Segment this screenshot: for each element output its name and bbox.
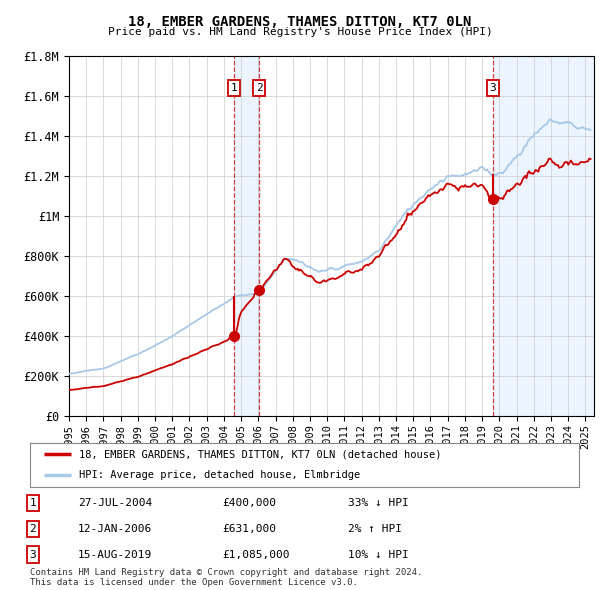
Text: 27-JUL-2004: 27-JUL-2004 [78,498,152,507]
Text: 1: 1 [230,83,237,93]
Text: 18, EMBER GARDENS, THAMES DITTON, KT7 0LN: 18, EMBER GARDENS, THAMES DITTON, KT7 0L… [128,15,472,29]
Text: £631,000: £631,000 [222,524,276,533]
Text: 2% ↑ HPI: 2% ↑ HPI [348,524,402,533]
Text: 18, EMBER GARDENS, THAMES DITTON, KT7 0LN (detached house): 18, EMBER GARDENS, THAMES DITTON, KT7 0L… [79,450,442,460]
Text: 2: 2 [256,83,262,93]
Text: 10% ↓ HPI: 10% ↓ HPI [348,550,409,559]
Text: 12-JAN-2006: 12-JAN-2006 [78,524,152,533]
Text: Contains HM Land Registry data © Crown copyright and database right 2024.: Contains HM Land Registry data © Crown c… [30,568,422,577]
Bar [234,56,259,416]
Bar [493,56,594,416]
Text: 33% ↓ HPI: 33% ↓ HPI [348,498,409,507]
Text: 2: 2 [29,524,37,533]
Text: 3: 3 [490,83,496,93]
Text: This data is licensed under the Open Government Licence v3.0.: This data is licensed under the Open Gov… [30,578,358,587]
Text: 1: 1 [29,498,37,507]
Text: £1,085,000: £1,085,000 [222,550,290,559]
Text: 3: 3 [29,550,37,559]
Text: Price paid vs. HM Land Registry's House Price Index (HPI): Price paid vs. HM Land Registry's House … [107,27,493,37]
Text: £400,000: £400,000 [222,498,276,507]
Text: HPI: Average price, detached house, Elmbridge: HPI: Average price, detached house, Elmb… [79,470,361,480]
Text: 15-AUG-2019: 15-AUG-2019 [78,550,152,559]
